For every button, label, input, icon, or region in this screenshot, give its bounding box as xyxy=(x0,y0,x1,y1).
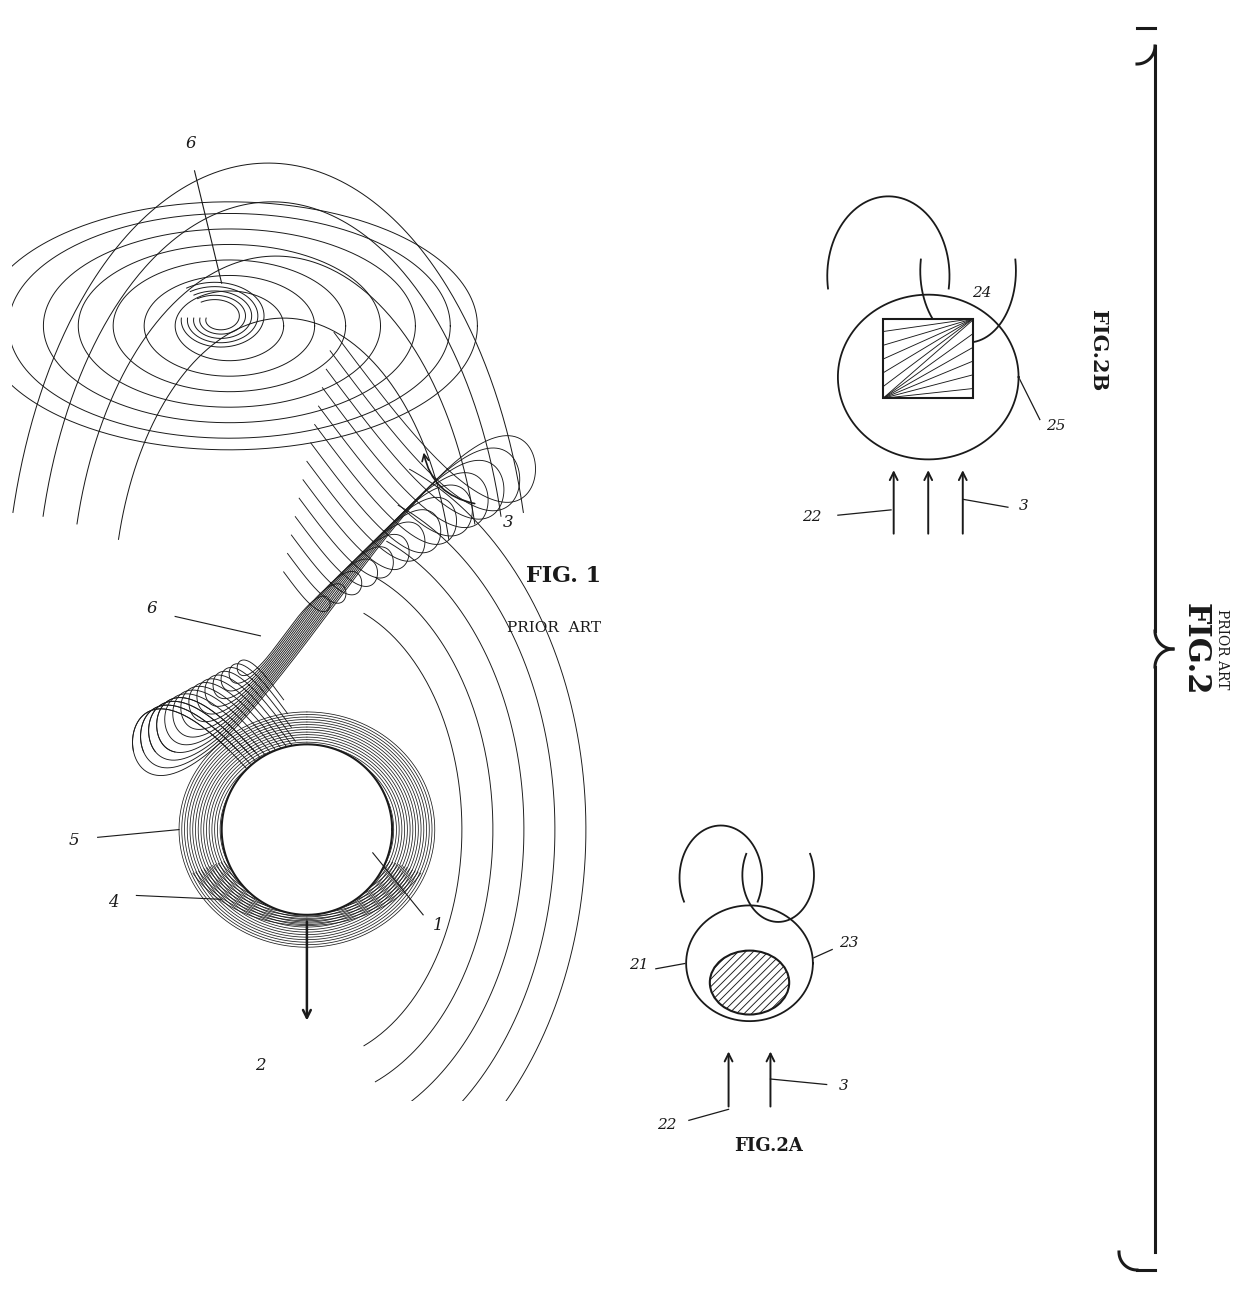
Text: FIG.2: FIG.2 xyxy=(1179,602,1210,696)
Text: 3: 3 xyxy=(838,1079,848,1093)
Text: 24: 24 xyxy=(972,287,991,300)
Ellipse shape xyxy=(709,950,789,1015)
Text: PRIOR ART: PRIOR ART xyxy=(1215,609,1229,689)
Bar xyxy=(883,318,973,398)
FancyArrowPatch shape xyxy=(422,454,475,504)
Text: 22: 22 xyxy=(657,1118,677,1132)
Text: 3: 3 xyxy=(1019,498,1029,513)
Polygon shape xyxy=(920,260,1016,343)
Text: 6: 6 xyxy=(146,600,157,617)
Polygon shape xyxy=(680,826,763,902)
Text: 1: 1 xyxy=(433,918,444,935)
Text: 5: 5 xyxy=(69,832,79,849)
Text: PRIOR  ART: PRIOR ART xyxy=(507,620,601,635)
Text: 25: 25 xyxy=(1047,419,1065,434)
Text: 3: 3 xyxy=(503,514,513,531)
Text: FIG.2A: FIG.2A xyxy=(734,1137,804,1155)
Circle shape xyxy=(222,744,392,915)
Text: 2: 2 xyxy=(255,1057,265,1073)
Text: FIG.2B: FIG.2B xyxy=(1089,310,1109,391)
Text: 23: 23 xyxy=(839,936,858,950)
Polygon shape xyxy=(838,295,1018,459)
Polygon shape xyxy=(827,196,950,288)
Text: 6: 6 xyxy=(185,135,196,152)
Polygon shape xyxy=(743,854,813,922)
Text: 21: 21 xyxy=(630,958,649,972)
Text: 4: 4 xyxy=(108,894,119,911)
Text: 22: 22 xyxy=(801,510,821,523)
Polygon shape xyxy=(686,906,813,1022)
Text: FIG. 1: FIG. 1 xyxy=(526,565,601,587)
